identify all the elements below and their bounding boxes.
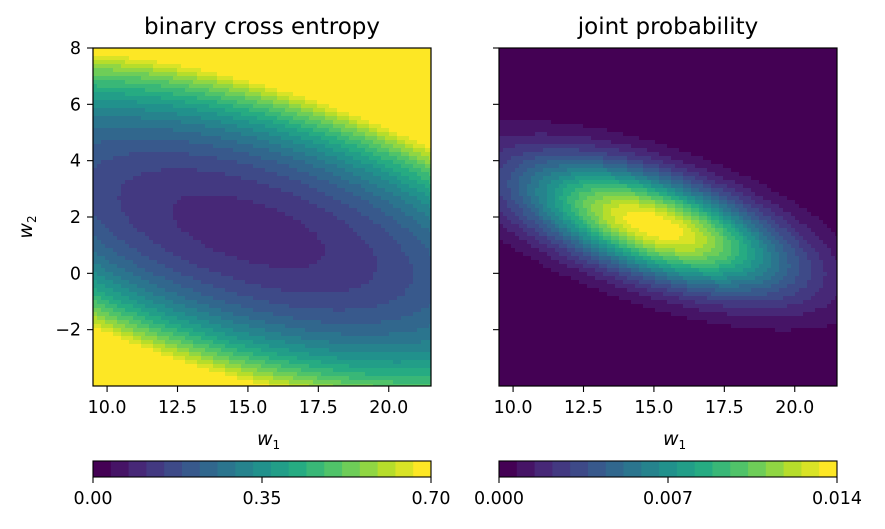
colorbar-segment <box>110 461 130 477</box>
colorbar-segment <box>181 461 201 477</box>
left-y-axis-label: w2 <box>15 215 39 238</box>
left-y-axis: −2 0 2 4 6 8 <box>55 39 93 341</box>
colorbar-tick-label: 0.007 <box>643 489 693 509</box>
colorbar-segment <box>730 461 749 477</box>
y-tick-label: 0 <box>70 264 81 284</box>
x-tick-label: 10.0 <box>494 398 533 418</box>
left-title: binary cross entropy <box>144 14 380 40</box>
x-tick-label: 15.0 <box>228 398 267 418</box>
colorbar-segment <box>164 461 183 477</box>
colorbar-segment <box>146 461 165 477</box>
y-tick-label: 6 <box>70 95 81 115</box>
colorbar-segment <box>270 461 290 477</box>
panel-binary-cross-entropy: binary cross entropy 10.0 12.5 15.0 17.5 20.… <box>15 14 450 509</box>
colorbar-tick-label: 0.70 <box>412 489 451 509</box>
colorbar-segment <box>217 461 236 477</box>
colorbar-segment <box>235 461 254 477</box>
y-tick-label: 2 <box>70 208 81 228</box>
colorbar-segment <box>605 461 625 477</box>
colorbar-segment <box>199 461 219 477</box>
colorbar-segment <box>552 461 571 477</box>
x-tick-label: 15.0 <box>634 398 673 418</box>
right-x-axis-label: w1 <box>663 428 686 452</box>
colorbar-tick-label: 0.014 <box>812 489 862 509</box>
left-x-axis-label: w1 <box>257 428 280 452</box>
colorbar-segment <box>819 461 838 477</box>
colorbar-segment <box>712 461 731 477</box>
colorbar-segment <box>288 461 307 477</box>
left-colorbar <box>92 460 432 478</box>
right-colorbar-axis: 0.000 0.007 0.014 <box>474 477 862 509</box>
x-tick-label: 12.5 <box>564 398 603 418</box>
colorbar-segment <box>534 461 553 477</box>
left-colorbar-axis: 0.00 0.35 0.70 <box>74 477 451 509</box>
x-tick-label: 17.5 <box>299 398 338 418</box>
colorbar-segment <box>748 461 767 477</box>
colorbar-tick-label: 0.00 <box>74 489 113 509</box>
colorbar-tick-label: 0.000 <box>474 489 524 509</box>
colorbar-segment <box>570 461 589 477</box>
colorbar-segment <box>395 461 414 477</box>
right-x-axis: 10.0 12.5 15.0 17.5 20.0 <box>494 386 814 418</box>
colorbar-segment <box>801 461 820 477</box>
colorbar-segment <box>342 461 361 477</box>
y-tick-label: 8 <box>70 39 81 59</box>
right-contour-plot <box>499 48 837 386</box>
colorbar-segment <box>694 461 713 477</box>
colorbar-segment <box>623 461 642 477</box>
colorbar-segment <box>641 461 660 477</box>
x-tick-label: 12.5 <box>158 398 197 418</box>
x-tick-label: 20.0 <box>369 398 408 418</box>
colorbar-segment <box>306 461 325 477</box>
colorbar-segment <box>659 461 678 477</box>
colorbar-segment <box>783 461 802 477</box>
colorbar-segment <box>128 461 147 477</box>
left-contour-plot <box>93 48 431 386</box>
colorbar-tick-label: 0.35 <box>243 489 282 509</box>
y-tick-label: 4 <box>70 152 81 172</box>
colorbar-segment <box>516 461 536 477</box>
colorbar-segment <box>499 461 518 477</box>
colorbar-segment <box>253 461 272 477</box>
right-y-axis <box>493 47 499 331</box>
colorbar-segment <box>93 461 112 477</box>
x-tick-label: 17.5 <box>705 398 744 418</box>
y-tick-label: −2 <box>55 321 81 341</box>
colorbar-segment <box>377 461 396 477</box>
colorbar-segment <box>413 461 432 477</box>
colorbar-segment <box>676 461 696 477</box>
colorbar-segment <box>324 461 343 477</box>
left-x-axis: 10.0 12.5 15.0 17.5 20.0 <box>88 386 408 418</box>
x-tick-label: 10.0 <box>88 398 127 418</box>
right-title: joint probability <box>577 14 758 40</box>
colorbar-segment <box>359 461 379 477</box>
x-tick-label: 20.0 <box>775 398 814 418</box>
panel-joint-probability: joint probability 10.0 12.5 15.0 17.5 20.0 w… <box>474 14 862 509</box>
colorbar-segment <box>765 461 785 477</box>
colorbar-segment <box>587 461 607 477</box>
right-colorbar <box>498 460 838 478</box>
